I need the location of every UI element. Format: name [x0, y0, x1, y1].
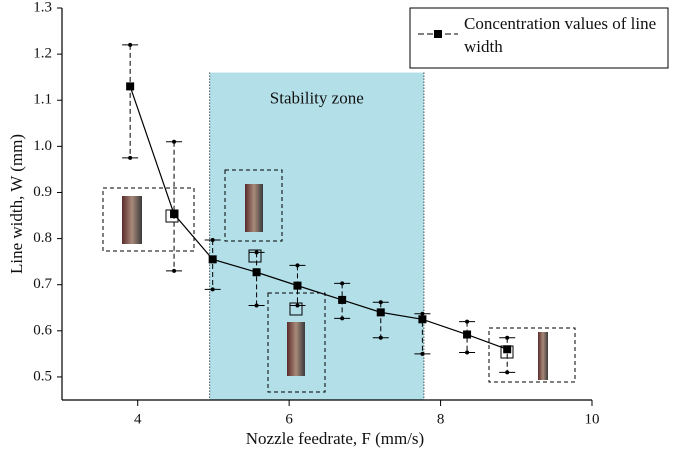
- stability-zone: [209, 72, 424, 401]
- error-bar-dot: [420, 351, 425, 356]
- error-bar-dot: [465, 350, 470, 355]
- error-bar-dot: [254, 303, 259, 308]
- y-tick-label: 1.3: [33, 0, 52, 15]
- error-bar-dot: [128, 42, 133, 47]
- point: [338, 295, 347, 304]
- inset-box: [488, 327, 576, 383]
- legend-box: [409, 7, 669, 69]
- x-tick-label: 6: [285, 411, 293, 427]
- inset-box: [267, 292, 326, 393]
- error-bar: [204, 237, 221, 292]
- y-tick-label: 0.6: [33, 322, 52, 338]
- point: [463, 330, 472, 339]
- error-bar: [499, 335, 516, 375]
- error-bar-dot: [210, 287, 215, 292]
- error-bar-dot: [254, 250, 259, 255]
- y-axis-label: Line width, W (mm): [7, 134, 26, 274]
- highlight-square: [500, 345, 514, 359]
- point: [126, 82, 135, 91]
- legend-marker: [434, 30, 442, 38]
- inset-images: [122, 184, 548, 380]
- point: [170, 210, 179, 219]
- inset-box: [102, 187, 195, 252]
- error-bar-dot: [378, 335, 383, 340]
- y-tick-label: 1.0: [33, 138, 52, 154]
- inset-image: [122, 196, 142, 244]
- y-tick-label: 0.5: [33, 368, 52, 384]
- error-bar-dot: [378, 300, 383, 305]
- point: [252, 268, 261, 277]
- point: [293, 281, 302, 290]
- inset-image: [245, 184, 263, 232]
- point: [376, 308, 385, 317]
- x-tick-label: 8: [437, 411, 445, 427]
- y-tick-label: 1.1: [33, 92, 52, 108]
- y-tick-label: 0.8: [33, 230, 52, 246]
- point: [418, 315, 427, 324]
- point: [208, 255, 217, 264]
- error-bar-dot: [505, 370, 510, 375]
- error-bar: [248, 250, 265, 308]
- error-bar-dot: [420, 311, 425, 316]
- x-axis-label: Nozzle feedrate, F (mm/s): [246, 429, 424, 448]
- error-bar: [372, 300, 389, 340]
- error-bar-dot: [172, 139, 177, 144]
- error-bar-dot: [340, 316, 345, 321]
- x-tick-label: 4: [134, 411, 142, 427]
- insets: [102, 169, 576, 393]
- error-bar: [166, 139, 183, 273]
- error-bar-dot: [128, 155, 133, 160]
- x-tick-label: 10: [585, 411, 600, 427]
- error-bar-dot: [340, 281, 345, 286]
- error-bar: [122, 42, 139, 160]
- point: [503, 345, 512, 354]
- inset-image: [538, 332, 548, 380]
- error-bar-dot: [505, 335, 510, 340]
- error-bar: [414, 311, 431, 356]
- error-bar-dot: [295, 263, 300, 268]
- series-line: [129, 86, 508, 350]
- inset-box: [224, 169, 283, 242]
- error-bar: [459, 319, 476, 355]
- highlight-square: [165, 209, 179, 223]
- error-bar-dot: [210, 237, 215, 242]
- inset-image: [287, 322, 305, 376]
- error-bar-dot: [295, 303, 300, 308]
- error-bar-dot: [465, 319, 470, 324]
- zone-label: Stability zone: [270, 88, 364, 107]
- y-tick-label: 0.7: [33, 276, 52, 292]
- error-bar-dot: [172, 268, 177, 273]
- highlight-square: [289, 302, 303, 316]
- y-tick-label: 1.2: [33, 46, 52, 62]
- highlight-square: [248, 249, 262, 263]
- y-tick-label: 0.9: [33, 184, 52, 200]
- legend-label: Concentration values of line width: [464, 14, 657, 56]
